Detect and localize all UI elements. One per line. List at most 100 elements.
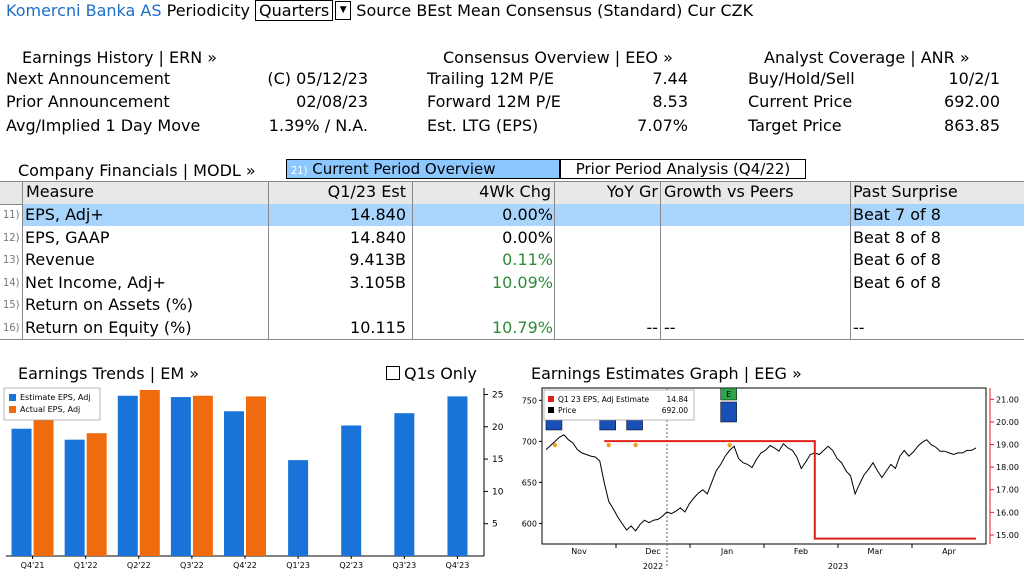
x-tick-label: Jan [720,547,733,556]
q1s-only-checkbox[interactable]: Q1s Only [386,364,477,383]
event-dot [727,442,732,448]
row-number: 15) [3,298,20,311]
cell-yoy: -- [646,317,658,337]
bar-estimate [117,395,138,556]
col-header-measure[interactable]: Measure [26,182,94,201]
bar-estimate [11,428,32,556]
eh-label-2: Avg/Implied 1 Day Move [6,116,201,135]
tab-prior-period[interactable]: Prior Period Analysis (Q4/22) [560,159,806,179]
bar-actual [33,410,54,556]
eh-label-1: Prior Announcement [6,92,170,111]
earnings-graph-title[interactable]: Earnings Estimates Graph | EEG » [531,364,802,383]
cell-chg: 10.09% [491,272,553,292]
q1s-only-label: Q1s Only [404,364,477,383]
left-y-tick-label: 750 [522,396,537,405]
col-header-est[interactable]: Q1/23 Est [327,182,406,201]
cell-est: 9.413B [349,250,406,269]
bar-estimate [224,411,244,556]
x-tick-label: Feb [794,547,808,556]
earnings-history-title[interactable]: Earnings History | ERN » [22,48,218,67]
co-label-2: Est. LTG (EPS) [427,116,539,135]
ac-label-1: Current Price [748,92,853,111]
event-dot [633,442,638,448]
earnings-trends-title[interactable]: Earnings Trends | EM » [18,364,199,383]
tab-current-period[interactable]: 21) Current Period Overview (Q1/23) [286,159,560,198]
legend-box [3,387,101,421]
col-header-yoy[interactable]: YoY Gr [606,182,658,201]
periodicity-dropdown[interactable]: Quarters [255,0,334,21]
ac-value-1: 692.00 [944,92,1000,111]
table-header-row [0,181,1024,205]
event-marker-icon [545,419,563,431]
tab-number: 21) [291,164,308,177]
bar-estimate [64,439,85,556]
source-text: Source BEst Mean Consensus (Standard) Cu… [356,1,754,20]
cell-measure: Return on Assets (%) [25,295,194,314]
cell-surprise: Beat 8 of 8 [853,227,941,247]
estimate-line [604,440,976,540]
analyst-coverage-title[interactable]: Analyst Coverage | ANR » [764,48,970,67]
ac-value-0: 10/2/1 [948,69,1001,88]
col-header-surprise[interactable]: Past Surprise [853,182,958,201]
cell-chg: 10.79% [491,317,553,337]
legend-swatch [548,396,554,402]
tab-prior-period-label: Prior Period Analysis (Q4/22) [575,160,791,178]
eh-value-0: (C) 05/12/23 [267,69,368,88]
right-y-tick-label: 18.00 [996,463,1019,472]
eh-value-2: 1.39% / N.A. [268,116,368,135]
x-tick-label: Q2'23 [339,561,363,570]
year-label: 2023 [828,562,848,571]
table-row-selected-bg [22,204,1024,226]
bar-estimate [394,413,415,556]
x-tick-label: Dec [645,547,660,556]
cell-measure: Net Income, Adj+ [25,272,166,292]
legend-label: Actual EPS, Adj [20,405,80,414]
row-number: 16) [3,320,20,334]
cell-measure: Return on Equity (%) [25,317,192,337]
x-tick-label: Q1'22 [74,561,98,570]
bar-actual [86,433,107,556]
eh-value-1: 02/08/23 [296,92,368,111]
ac-label-2: Target Price [748,116,842,135]
cell-est: 14.840 [350,227,406,247]
cell-surprise: Beat 6 of 8 [853,272,941,292]
y-tick-label: 20 [492,423,504,433]
x-tick-label: Apr [942,547,957,556]
event-dot [606,442,611,448]
company-financials-title[interactable]: Company Financials | MODL » [18,161,256,180]
eh-label-0: Next Announcement [6,69,171,88]
chevron-down-icon[interactable]: ▼ [335,1,352,20]
x-tick-label: Q3'23 [392,561,416,570]
cell-surprise: Beat 6 of 8 [853,250,941,269]
row-number: 13) [3,253,20,266]
legend-label: Price [558,406,577,415]
legend-label: Estimate EPS, Adj [20,393,91,402]
cell-chg: 0.11% [502,250,553,269]
event-marker-icon [720,401,737,423]
cell-measure: EPS, Adj+ [25,205,104,224]
left-y-tick-label: 650 [522,478,537,487]
checkbox-box[interactable] [386,366,400,380]
co-value-2: 7.07% [637,116,688,135]
header-bar: Komercni Banka AS Periodicity Quarters ▼ … [6,0,754,21]
cell-measure: Revenue [25,250,95,269]
company-name[interactable]: Komercni Banka AS [6,1,162,20]
bar-actual [246,396,266,556]
co-value-0: 7.44 [652,69,688,88]
bar-actual [139,389,160,556]
cell-peers: -- [664,317,676,337]
col-header-chg[interactable]: 4Wk Chg [479,182,551,201]
consensus-overview-title[interactable]: Consensus Overview | EEO » [443,48,673,67]
x-tick-label: Q3'22 [180,561,204,570]
earnings-estimates-chart: 600 650 700 750 15.00 16.00 17.00 18.00 19.00 20.… [522,387,1019,571]
legend-value: 14.84 [667,395,689,404]
legend-value: 692.00 [662,406,688,415]
bar-estimate [288,460,309,556]
bar-estimate [170,397,191,556]
periodicity-value: Quarters [259,1,330,20]
col-header-peers[interactable]: Growth vs Peers [664,182,794,201]
x-tick-label: Mar [867,547,883,556]
right-y-tick-label: 17.00 [996,486,1019,495]
x-tick-label: Q4'23 [446,561,470,570]
co-value-1: 8.53 [652,92,688,111]
